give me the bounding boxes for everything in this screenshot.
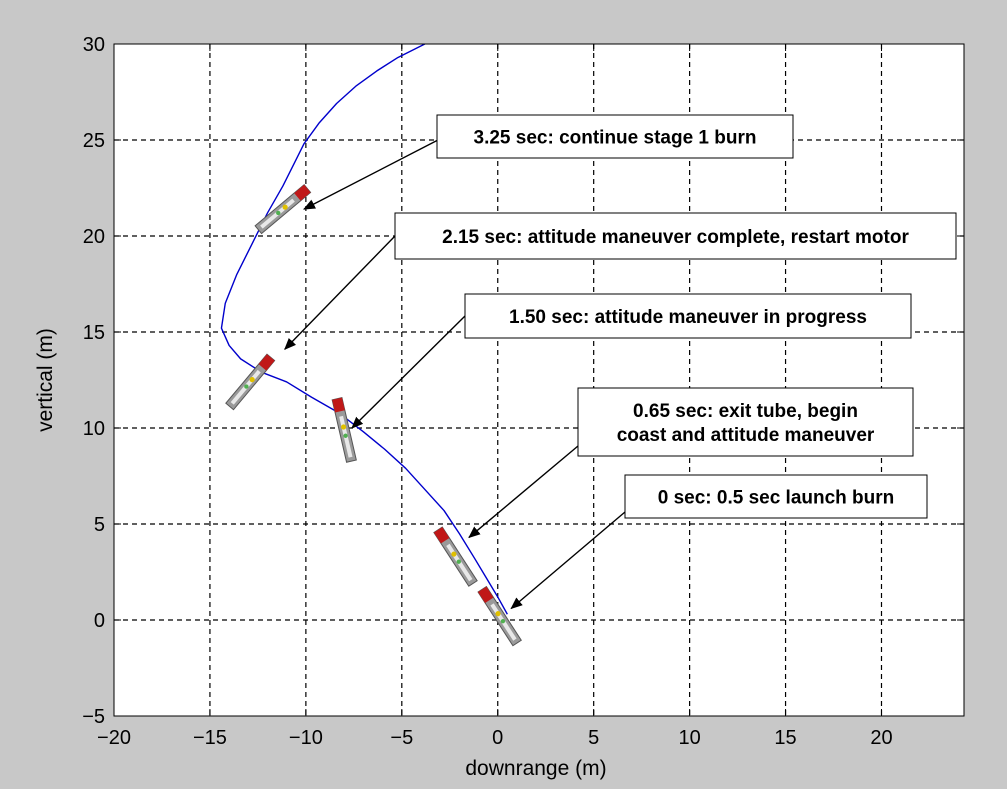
- annotation-arrow: [468, 445, 579, 539]
- x-tick-label: −10: [289, 727, 323, 749]
- y-tick-label: 0: [94, 610, 105, 632]
- y-tick-label: −5: [82, 706, 105, 728]
- vehicle-nose: [258, 354, 275, 371]
- vehicle-glyph: [254, 184, 312, 235]
- annotation-arrow: [510, 511, 626, 610]
- x-tick-label: 0: [492, 727, 503, 749]
- annotation-text: 0.65 sec: exit tube, begin: [633, 401, 858, 422]
- vehicle-marker: [451, 551, 457, 557]
- annotation-arrow: [351, 315, 466, 429]
- x-tick-label: −20: [97, 727, 131, 749]
- vehicle-layer: [225, 184, 522, 647]
- vehicle-nose: [332, 397, 345, 413]
- vehicle-nose: [478, 586, 494, 603]
- y-tick-label: 25: [83, 130, 105, 152]
- trajectory-line: [220, 43, 508, 615]
- vehicle-glyph: [433, 526, 478, 587]
- annotation-text: 2.15 sec: attitude maneuver complete, re…: [442, 227, 909, 248]
- axis-ticks: −20 −15 −10 −5 0 5 10 15 20 −5 0 5 10 15 20 25 30: [82, 34, 964, 749]
- y-tick-label: 20: [83, 226, 105, 248]
- annotation-box: [624, 474, 928, 519]
- vehicle-marker: [500, 618, 506, 624]
- y-tick-label: 30: [83, 34, 105, 56]
- x-tick-label: 15: [774, 727, 796, 749]
- vehicle-glyph: [225, 353, 276, 411]
- vehicle-marker: [276, 210, 281, 216]
- annotation-layer: 3.25 sec: continue stage 1 burn 2.15 sec:…: [284, 114, 957, 610]
- annotation-box: [464, 293, 912, 339]
- vehicle-glyph: [477, 585, 522, 647]
- annotation-box: [577, 387, 914, 457]
- x-tick-label: 10: [678, 727, 700, 749]
- x-tick-label: 5: [588, 727, 599, 749]
- annotation-text: 3.25 sec: continue stage 1 burn: [474, 128, 757, 149]
- annotation-arrow: [303, 139, 438, 210]
- vehicle-marker: [244, 384, 249, 389]
- x-tick-label: −5: [390, 727, 413, 749]
- x-tick-label: 20: [870, 727, 892, 749]
- y-axis-label: vertical (m): [34, 328, 57, 432]
- annotation-box: [436, 114, 794, 159]
- y-tick-label: 10: [83, 418, 105, 440]
- vehicle-marker: [495, 611, 501, 617]
- y-tick-label: 5: [94, 514, 105, 536]
- y-tick-label: 15: [83, 322, 105, 344]
- vehicle-nose: [433, 527, 450, 544]
- trajectory-layer: [220, 43, 508, 615]
- annotation-arrow: [284, 235, 396, 350]
- plot-frame: [113, 43, 965, 717]
- vehicle-marker: [340, 424, 347, 430]
- vehicle-marker: [249, 377, 255, 383]
- vehicle-marker: [456, 559, 462, 564]
- vehicle-glyph: [331, 397, 357, 463]
- x-axis-label: downrange (m): [465, 757, 606, 780]
- annotation-box: [394, 212, 957, 260]
- annotation-text: 0 sec: 0.5 sec launch burn: [658, 488, 895, 509]
- vehicle-marker: [343, 433, 348, 438]
- vehicle-nose: [294, 184, 311, 201]
- annotation-text: 1.50 sec: attitude maneuver in progress: [509, 307, 867, 328]
- vehicle-marker: [282, 204, 288, 210]
- x-tick-label: −15: [193, 727, 227, 749]
- annotation-text: coast and attitude maneuver: [617, 425, 875, 446]
